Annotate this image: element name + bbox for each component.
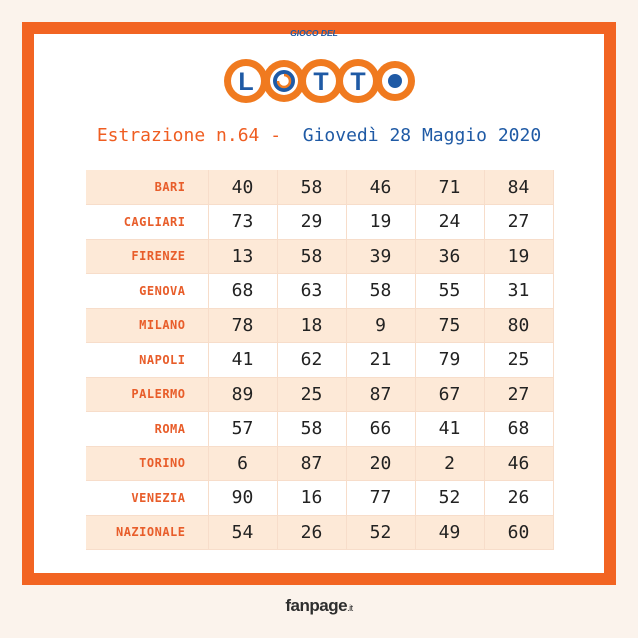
drawn-number: 2 <box>415 446 485 481</box>
drawn-number: 58 <box>277 239 347 274</box>
gioco-del-lotto-logo: GIOCO DEL L T T <box>209 24 419 108</box>
drawn-number: 54 <box>208 515 278 550</box>
drawn-number: 18 <box>277 308 347 343</box>
city-name: FIRENZE <box>86 239 209 274</box>
drawn-number: 31 <box>484 273 554 309</box>
city-name: ROMA <box>86 411 209 447</box>
drawn-number: 79 <box>415 342 485 378</box>
draw-row-venezia: VENEZIA 90 16 77 52 26 <box>86 480 554 516</box>
drawn-number: 57 <box>208 411 278 447</box>
logo-small-text: GIOCO DEL <box>290 28 338 38</box>
draw-results-table: BARI 40 58 46 71 84 CAGLIARI 73 29 19 24 27 FIRENZE 1… <box>86 170 554 550</box>
drawn-number: 13 <box>208 239 278 274</box>
drawn-number: 66 <box>346 411 416 447</box>
city-name: TORINO <box>86 446 209 481</box>
drawn-number: 52 <box>415 480 485 516</box>
svg-text:L: L <box>238 68 253 96</box>
fanpage-suffix: .it <box>347 603 353 613</box>
drawn-number: 29 <box>277 204 347 240</box>
drawn-number: 41 <box>208 342 278 378</box>
drawn-number: 73 <box>208 204 278 240</box>
drawn-number: 39 <box>346 239 416 274</box>
draw-row-genova: GENOVA 68 63 58 55 31 <box>86 273 554 309</box>
drawn-number: 52 <box>346 515 416 550</box>
drawn-number: 87 <box>277 446 347 481</box>
drawn-number: 58 <box>346 273 416 309</box>
city-name: MILANO <box>86 308 209 343</box>
drawn-number: 16 <box>277 480 347 516</box>
draw-date: Giovedì 28 Maggio 2020 <box>302 125 542 146</box>
draw-row-roma: ROMA 57 58 66 41 68 <box>86 411 554 447</box>
drawn-number: 68 <box>484 411 554 447</box>
svg-text:T: T <box>313 68 328 96</box>
drawn-number: 89 <box>208 377 278 412</box>
draw-row-firenze: FIRENZE 13 58 39 36 19 <box>86 239 554 274</box>
drawn-number: 25 <box>484 342 554 378</box>
logo-balls: L T T <box>224 59 415 103</box>
drawn-number: 77 <box>346 480 416 516</box>
city-name: PALERMO <box>86 377 209 412</box>
drawn-number: 87 <box>346 377 416 412</box>
drawn-number: 58 <box>277 170 347 205</box>
drawn-number: 67 <box>415 377 485 412</box>
drawn-number: 19 <box>484 239 554 274</box>
draw-row-nazionale: NAZIONALE 54 26 52 49 60 <box>86 515 554 550</box>
drawn-number: 41 <box>415 411 485 447</box>
drawn-number: 75 <box>415 308 485 343</box>
drawn-number: 55 <box>415 273 485 309</box>
draw-row-torino: TORINO 6 87 20 2 46 <box>86 446 554 481</box>
drawn-number: 84 <box>484 170 554 205</box>
fanpage-logo: fanpage.it <box>0 596 638 616</box>
draw-results-body: BARI 40 58 46 71 84 CAGLIARI 73 29 19 24 27 FIRENZE 1… <box>86 170 554 550</box>
fanpage-brand: fanpage <box>285 596 348 615</box>
drawn-number: 9 <box>346 308 416 343</box>
drawn-number: 20 <box>346 446 416 481</box>
drawn-number: 36 <box>415 239 485 274</box>
city-name: VENEZIA <box>86 480 209 516</box>
drawn-number: 6 <box>208 446 278 481</box>
drawn-number: 27 <box>484 377 554 412</box>
draw-row-palermo: PALERMO 89 25 87 67 27 <box>86 377 554 412</box>
city-name: BARI <box>86 170 209 205</box>
city-name: NAZIONALE <box>86 515 209 550</box>
drawn-number: 40 <box>208 170 278 205</box>
svg-text:T: T <box>350 68 365 96</box>
city-name: GENOVA <box>86 273 209 309</box>
draw-heading: Estrazione n.64 - Giovedì 28 Maggio 2020 <box>0 125 638 146</box>
drawn-number: 63 <box>277 273 347 309</box>
drawn-number: 71 <box>415 170 485 205</box>
draw-row-napoli: NAPOLI 41 62 21 79 25 <box>86 342 554 378</box>
city-name: CAGLIARI <box>86 204 209 240</box>
drawn-number: 26 <box>484 480 554 516</box>
drawn-number: 60 <box>484 515 554 550</box>
drawn-number: 62 <box>277 342 347 378</box>
drawn-number: 21 <box>346 342 416 378</box>
drawn-number: 24 <box>415 204 485 240</box>
draw-row-milano: MILANO 78 18 9 75 80 <box>86 308 554 343</box>
drawn-number: 27 <box>484 204 554 240</box>
city-name: NAPOLI <box>86 342 209 378</box>
drawn-number: 58 <box>277 411 347 447</box>
drawn-number: 90 <box>208 480 278 516</box>
drawn-number: 49 <box>415 515 485 550</box>
drawn-number: 80 <box>484 308 554 343</box>
drawn-number: 78 <box>208 308 278 343</box>
draw-row-cagliari: CAGLIARI 73 29 19 24 27 <box>86 204 554 240</box>
drawn-number: 68 <box>208 273 278 309</box>
drawn-number: 25 <box>277 377 347 412</box>
draw-row-bari: BARI 40 58 46 71 84 <box>86 170 554 205</box>
drawn-number: 46 <box>484 446 554 481</box>
drawn-number: 26 <box>277 515 347 550</box>
drawn-number: 19 <box>346 204 416 240</box>
drawn-number: 46 <box>346 170 416 205</box>
draw-number: Estrazione n.64 - <box>96 125 282 146</box>
